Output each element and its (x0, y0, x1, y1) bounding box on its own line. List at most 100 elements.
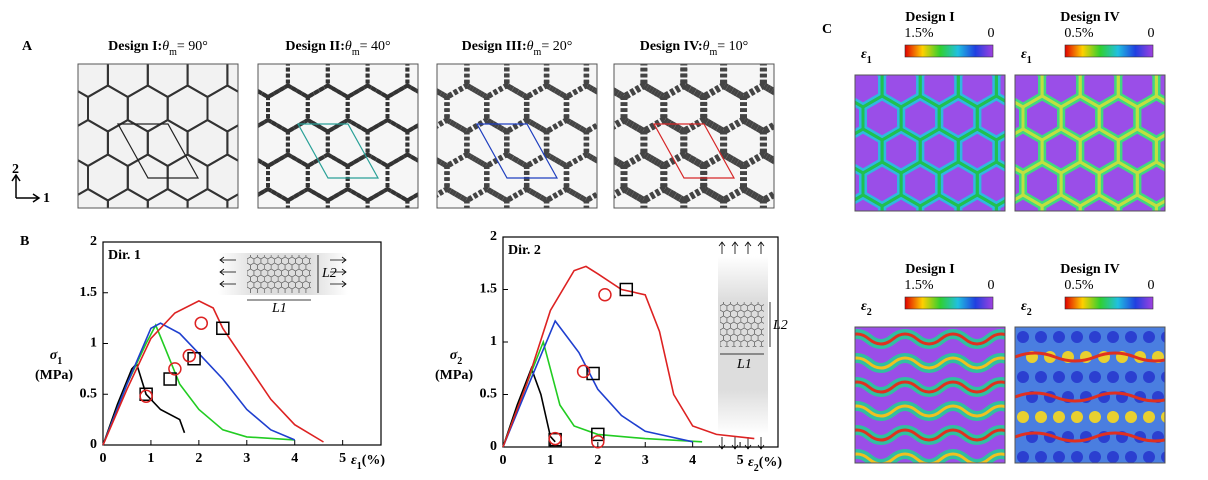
lattice-cell (1175, 162, 1208, 206)
y-tick-label: 0.5 (480, 387, 498, 402)
text-part: (%) (362, 453, 386, 468)
strain-spot (1071, 451, 1083, 463)
circle-marker (183, 350, 195, 362)
text-part: = 40° (360, 39, 391, 54)
lattice-cell (247, 17, 287, 63)
lattice-cell (1175, 96, 1208, 140)
lattice-cell (783, 86, 823, 132)
y-tick-label: 0.5 (80, 386, 98, 401)
axis-indicator-label: 2 (12, 162, 19, 177)
y-tick-label: 1.5 (80, 285, 98, 300)
lattice-cell (783, 155, 823, 201)
image-bg (258, 64, 418, 208)
y-tick-label: 0 (90, 437, 97, 452)
lattice-cell (803, 120, 843, 166)
text-part: 2 (1027, 307, 1032, 318)
lattice-cell (208, 17, 248, 63)
strain-spot (1035, 411, 1047, 423)
text-part: 2 (457, 356, 462, 367)
lattice-cell (48, 17, 88, 63)
strain-spot (1170, 431, 1182, 443)
strain-spot (1125, 451, 1137, 463)
axis-indicator-label: 1 (43, 191, 50, 206)
strain-spot (1035, 451, 1047, 463)
strain-spot (1035, 331, 1047, 343)
y-axis-label: σ2 (450, 348, 463, 367)
inset-bg (718, 256, 768, 434)
image-bg (78, 64, 238, 208)
y-tick-label: 2 (90, 234, 97, 249)
series-line (103, 325, 295, 445)
x-axis-label: ε2(%) (748, 455, 782, 474)
lattice-cell (254, 245, 261, 253)
lattice-cell (769, 340, 776, 348)
text-part: 1 (57, 356, 62, 367)
lattice-cell (806, 63, 844, 107)
text-part: 2 (867, 307, 872, 318)
colorbar-min: 0 (1148, 26, 1155, 41)
strain-spot (1071, 371, 1083, 383)
strain-spot (1089, 331, 1101, 343)
strain-spot (1089, 411, 1101, 423)
x-tick-label: 3 (243, 451, 250, 466)
load-arrow (745, 242, 751, 254)
lattice-cell (567, 17, 607, 63)
strain-spot (1143, 371, 1155, 383)
map-title: Design I (905, 10, 954, 25)
lattice-cell (1156, 195, 1194, 239)
map-symbol: ε2 (1021, 299, 1032, 318)
lattice-cell (783, 17, 823, 63)
lattice-cell (296, 245, 303, 253)
y-tick-label: 0 (490, 439, 497, 454)
x-tick-label: 1 (547, 453, 554, 468)
strain-spot (1053, 411, 1065, 423)
y-axis-unit: (MPa) (35, 368, 73, 383)
text-part: 1 (1027, 55, 1032, 66)
design-title: Design III:θm= 20° (462, 39, 573, 58)
colorbar-min: 0 (1148, 278, 1155, 293)
lattice-cell (261, 245, 268, 253)
lattice-cell (1023, 30, 1061, 74)
lattice-cell (407, 17, 447, 63)
design-title: Design II:θm= 40° (285, 39, 390, 58)
strain-spot (1161, 371, 1173, 383)
map-symbol: ε1 (1021, 47, 1032, 66)
text-part: Design I: (108, 39, 162, 54)
lattice-cell (803, 189, 843, 235)
lattice-cell (1175, 30, 1208, 74)
lattice-cell (1023, 30, 1061, 74)
y-axis-label: σ1 (50, 348, 63, 367)
strain-spot (1035, 371, 1047, 383)
panel-label: B (20, 234, 29, 249)
lattice-cell (803, 51, 843, 97)
lattice-cell (769, 304, 776, 312)
lattice-cell (806, 129, 844, 173)
lattice-cell (1175, 96, 1208, 140)
y-tick-label: 1 (90, 336, 97, 351)
colorbar (905, 297, 993, 309)
text-part: Design II: (285, 39, 345, 54)
annotation: Dir. 1 (108, 248, 141, 263)
load-arrow (732, 242, 738, 254)
lattice-cell (275, 245, 282, 253)
map-symbol: ε1 (861, 47, 872, 66)
strain-spot (1143, 451, 1155, 463)
map-title: Design I (905, 262, 954, 277)
text-part: Design III: (462, 39, 527, 54)
inset: L2L1 (218, 245, 348, 316)
lattice-cell (247, 245, 254, 253)
x-tick-label: 5 (737, 453, 744, 468)
lattice-cell (710, 322, 717, 330)
lattice-cell (228, 17, 268, 63)
figure: A B C 2 1 Design I:θm= 90°Design II:θm= … (0, 0, 1208, 480)
text-part: = 90° (177, 39, 208, 54)
strain-spot (1125, 411, 1137, 423)
x-tick-label: 0 (500, 453, 507, 468)
colorbar-max: 0.5% (1064, 26, 1094, 41)
lattice-cell (240, 245, 247, 253)
lattice-cell (309, 245, 316, 253)
lattice-cell (806, 129, 844, 173)
strain-spot (1125, 371, 1137, 383)
strain-map (845, 327, 1013, 464)
strain-spot (1053, 371, 1065, 383)
